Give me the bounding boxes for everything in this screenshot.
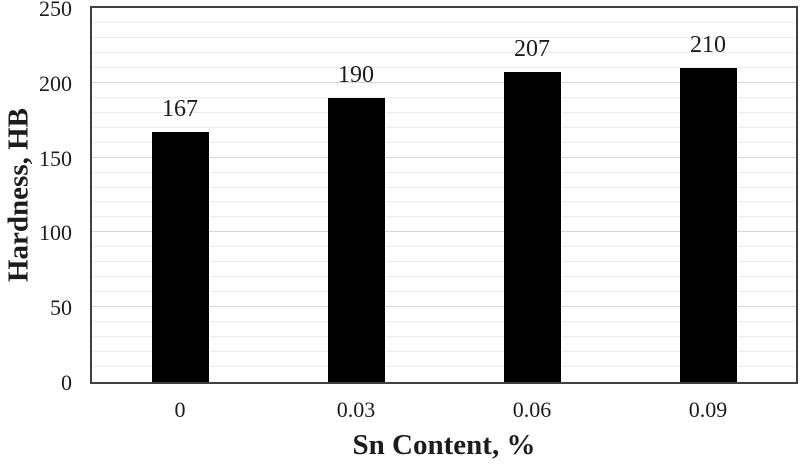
minor-gridline <box>92 291 796 293</box>
x-tick-label: 0.09 <box>688 397 728 422</box>
y-tick-label: 150 <box>39 145 72 171</box>
major-gridline <box>92 231 796 233</box>
minor-gridline <box>92 66 796 68</box>
y-tick-label: 0 <box>61 370 72 395</box>
minor-gridline <box>92 321 796 323</box>
gridlines-layer <box>92 8 796 382</box>
minor-gridline <box>92 186 796 188</box>
bar <box>327 97 385 382</box>
x-tick-label: 0.03 <box>336 397 376 422</box>
x-tick-label: 0 <box>174 397 186 422</box>
major-gridline <box>92 156 796 158</box>
minor-gridline <box>92 21 796 23</box>
plot-area <box>90 6 798 384</box>
minor-gridline <box>92 51 796 53</box>
bar-value-label: 207 <box>514 36 550 63</box>
bar <box>503 72 561 382</box>
major-gridline <box>92 81 796 83</box>
minor-gridline <box>92 36 796 38</box>
minor-gridline <box>92 261 796 263</box>
y-tick-label: 200 <box>39 70 72 96</box>
y-axis-title: Hardness, HB <box>2 107 35 283</box>
bar-value-label: 167 <box>162 96 198 123</box>
minor-gridline <box>92 366 796 368</box>
y-tick-label: 50 <box>50 295 72 321</box>
minor-gridline <box>92 171 796 173</box>
bar <box>679 67 737 382</box>
minor-gridline <box>92 96 796 98</box>
minor-gridline <box>92 111 796 113</box>
bar <box>151 132 209 382</box>
bar-value-label: 210 <box>690 31 726 58</box>
y-tick-label: 100 <box>39 220 72 246</box>
minor-gridline <box>92 276 796 278</box>
minor-gridline <box>92 336 796 338</box>
x-axis-title: Sn Content, % <box>352 429 536 461</box>
bar-value-label: 190 <box>338 61 374 88</box>
minor-gridline <box>92 141 796 143</box>
minor-gridline <box>92 351 796 353</box>
minor-gridline <box>92 246 796 248</box>
bars-layer <box>92 8 796 382</box>
minor-gridline <box>92 216 796 218</box>
major-gridline <box>92 306 796 308</box>
minor-gridline <box>92 201 796 203</box>
x-tick-label: 0.06 <box>512 397 552 422</box>
minor-gridline <box>92 126 796 128</box>
y-tick-label: 250 <box>39 0 72 21</box>
